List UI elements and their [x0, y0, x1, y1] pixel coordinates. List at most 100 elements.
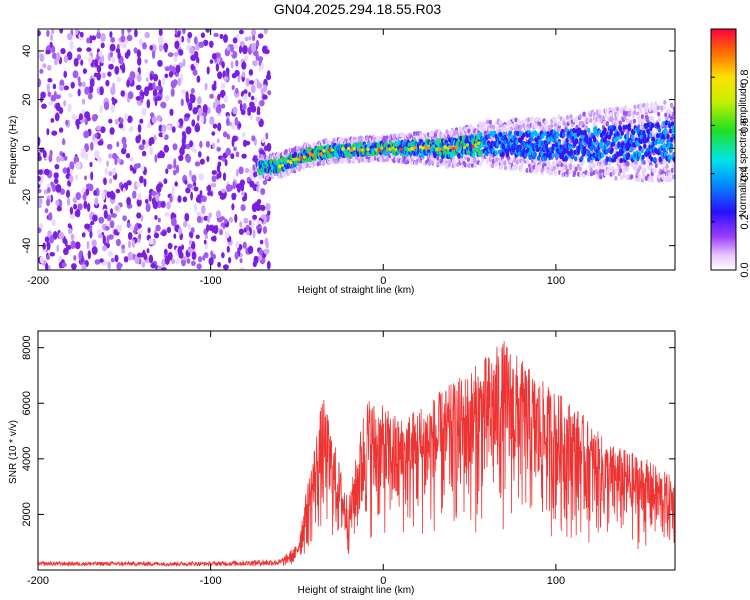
noise-blob	[213, 225, 219, 235]
noise-blob	[126, 49, 131, 57]
ridge-core	[539, 147, 543, 153]
ridge-halo	[495, 157, 499, 163]
noise-blob	[126, 79, 130, 88]
noise-blob	[114, 205, 120, 211]
noise-blob	[111, 192, 116, 200]
noise-blob	[47, 91, 52, 97]
noise-blob	[148, 254, 154, 264]
noise-blob	[81, 232, 86, 238]
ridge-halo	[492, 124, 496, 130]
noise-blob	[121, 29, 125, 36]
noise-blob	[215, 210, 222, 219]
ridge-halo	[579, 172, 583, 177]
noise-blob	[251, 29, 257, 36]
noise-blob	[147, 227, 151, 234]
ridge-halo	[586, 171, 590, 177]
noise-blob	[208, 257, 214, 266]
noise-blob	[171, 258, 176, 265]
noise-blob	[150, 262, 157, 269]
noise-blob	[209, 93, 214, 99]
noise-blob	[185, 154, 192, 163]
ridge-halo	[560, 162, 564, 168]
noise-blob	[212, 235, 217, 242]
noise-blob	[134, 29, 138, 38]
noise-blob	[216, 146, 221, 152]
noise-blob	[211, 83, 217, 91]
ridge-halo	[486, 119, 490, 125]
ridge-halo	[643, 167, 647, 173]
noise-blob	[65, 119, 69, 126]
noise-blob	[69, 40, 74, 50]
noise-blob	[119, 117, 124, 124]
noise-blob	[88, 85, 94, 94]
ridge-core	[574, 138, 579, 144]
noise-blob	[62, 167, 68, 174]
noise-blob	[191, 174, 197, 183]
noise-blob	[228, 216, 234, 223]
noise-blob	[87, 55, 93, 64]
noise-blob	[240, 204, 246, 212]
ridge-halo	[575, 115, 579, 121]
noise-blob	[203, 39, 209, 46]
noise-blob	[49, 235, 54, 244]
ridge-halo	[609, 112, 613, 117]
noise-blob	[231, 73, 237, 79]
ridge-halo	[574, 166, 578, 172]
noise-blob	[108, 170, 113, 177]
ridge-halo	[466, 157, 470, 163]
noise-blob	[243, 217, 249, 224]
noise-blob	[47, 187, 51, 194]
noise-blob	[50, 118, 55, 123]
noise-blob	[38, 169, 43, 175]
noise-blob	[91, 246, 98, 255]
ridge-halo	[657, 178, 662, 183]
ridge-halo	[561, 117, 565, 122]
noise-blob	[138, 144, 145, 151]
noise-blob	[226, 133, 231, 140]
noise-blob	[164, 95, 170, 102]
noise-blob	[163, 178, 168, 185]
noise-blob	[93, 137, 98, 145]
noise-blob	[155, 85, 162, 91]
noise-blob	[108, 153, 113, 159]
noise-blob	[251, 222, 255, 228]
noise-blob	[47, 78, 53, 83]
noise-blob	[249, 114, 254, 120]
noise-blob	[50, 94, 57, 102]
noise-blob	[110, 104, 115, 113]
noise-blob	[184, 212, 190, 222]
noise-blob	[198, 41, 205, 48]
noise-blob	[242, 45, 248, 55]
noise-blob	[193, 36, 198, 45]
ridge-halo	[550, 170, 554, 176]
noise-blob	[172, 169, 177, 176]
ridge-core	[565, 137, 569, 143]
noise-blob	[46, 128, 50, 136]
noise-blob	[211, 175, 217, 183]
ridge-core	[536, 155, 541, 161]
noise-blob	[89, 161, 93, 168]
noise-blob	[127, 115, 133, 124]
noise-blob	[121, 136, 127, 145]
noise-blob	[66, 189, 70, 198]
ridge-core	[564, 155, 568, 161]
ridge-core	[555, 132, 560, 138]
noise-blob	[133, 163, 139, 170]
ridge-halo	[613, 168, 618, 174]
noise-blob	[259, 239, 264, 245]
ridge-core	[366, 142, 371, 148]
ridge-halo	[568, 165, 573, 171]
noise-blob	[190, 191, 194, 201]
ridge-core	[574, 156, 578, 162]
noise-blob	[99, 258, 104, 263]
noise-blob	[239, 258, 243, 264]
noise-blob	[118, 122, 124, 129]
noise-blob	[114, 65, 120, 75]
ridge-halo	[452, 159, 456, 164]
ridge-halo	[623, 115, 627, 121]
noise-blob	[152, 88, 158, 98]
noise-blob	[152, 50, 156, 59]
noise-blob	[226, 184, 232, 192]
noise-blob	[136, 198, 142, 207]
